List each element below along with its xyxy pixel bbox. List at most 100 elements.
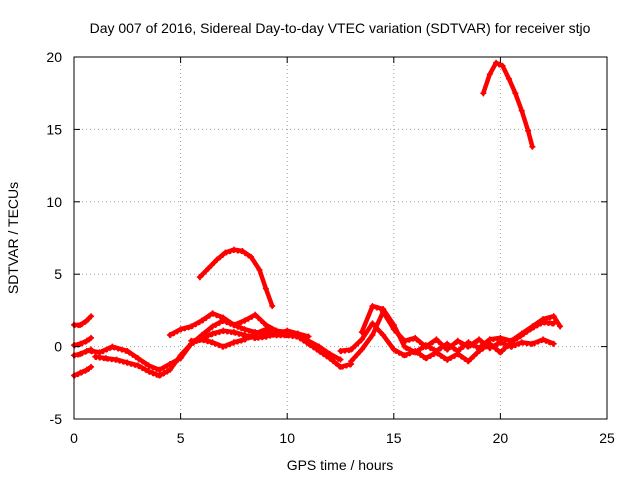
y-tick-label: 20 [46, 49, 62, 65]
series-line-jitter [73, 368, 92, 379]
data-point [124, 359, 131, 366]
x-axis-label: GPS time / hours [287, 457, 394, 473]
data-point [499, 62, 506, 69]
data-point [166, 366, 173, 373]
y-tick-label: -5 [50, 411, 63, 427]
data-point [369, 303, 376, 310]
data-point [77, 369, 84, 376]
data-point [401, 343, 408, 350]
data-point [422, 342, 429, 349]
data-point [433, 347, 440, 354]
data-point [220, 343, 227, 350]
data-point [369, 320, 376, 327]
axis-ticks [73, 56, 608, 420]
data-point [465, 339, 472, 346]
data-point [422, 355, 429, 362]
x-tick-label: 15 [386, 430, 402, 446]
series-line-jitter [190, 330, 288, 350]
data-point [497, 334, 504, 341]
data-point [529, 340, 536, 347]
data-point [305, 333, 312, 340]
y-tick-label: 5 [54, 266, 62, 282]
data-point [326, 355, 333, 362]
series-line-jitter [361, 307, 561, 356]
x-tick-label: 25 [599, 430, 615, 446]
data-point [505, 75, 512, 82]
data-point [518, 339, 525, 346]
data-point [222, 249, 229, 256]
data-point [518, 107, 525, 114]
data-point [401, 352, 408, 359]
data-point [230, 246, 237, 253]
series-line [189, 326, 290, 349]
data-point [273, 329, 280, 336]
data-point [525, 127, 532, 134]
data-point [412, 334, 419, 341]
series-arc-8 [188, 326, 291, 350]
data-point [269, 303, 276, 310]
data-point [241, 317, 248, 324]
series-line [71, 313, 94, 328]
x-tick-label: 5 [177, 430, 185, 446]
series-layer [71, 59, 564, 379]
data-point [213, 256, 220, 263]
data-point [188, 337, 195, 344]
data-point [444, 356, 451, 363]
data-point [508, 337, 515, 344]
data-point [230, 329, 237, 336]
data-point [83, 366, 90, 373]
data-point [124, 347, 131, 354]
series-arc-1 [71, 313, 95, 329]
data-point [550, 313, 557, 320]
series-line-jitter [73, 351, 92, 359]
data-point [348, 358, 355, 365]
data-point [550, 340, 557, 347]
series-line [359, 303, 563, 355]
data-point [88, 363, 95, 370]
data-point [508, 343, 515, 350]
data-point [412, 349, 419, 356]
data-point [145, 362, 152, 369]
data-point [156, 372, 163, 379]
series-line [197, 247, 275, 309]
data-point [209, 323, 216, 330]
data-point [166, 332, 173, 339]
data-point [454, 347, 461, 354]
data-point [390, 321, 397, 328]
data-point [209, 310, 216, 317]
data-point [358, 346, 365, 353]
data-point [198, 317, 205, 324]
data-point [358, 336, 365, 343]
series-arc-9 [196, 246, 276, 310]
data-point [369, 332, 376, 339]
data-point [294, 330, 301, 337]
data-point [145, 368, 152, 375]
data-point [198, 336, 205, 343]
series-line [71, 364, 94, 378]
data-point [486, 71, 493, 78]
data-point [337, 356, 344, 363]
x-tick-label: 0 [70, 430, 78, 446]
series-arc-4 [71, 363, 95, 379]
data-point [486, 345, 493, 352]
y-tick-label: 0 [54, 339, 62, 355]
data-point [252, 330, 259, 337]
data-point [247, 253, 254, 260]
data-point [256, 266, 263, 273]
data-point [196, 274, 203, 281]
data-point [109, 343, 116, 350]
y-axis-label: SDTVAR / TECUs [5, 182, 21, 294]
data-point [476, 345, 483, 352]
data-point [444, 346, 451, 353]
data-point [465, 358, 472, 365]
data-point [337, 347, 344, 354]
data-point [113, 356, 120, 363]
data-point [92, 353, 99, 360]
data-point [205, 265, 212, 272]
data-point [529, 143, 536, 150]
data-point [88, 347, 95, 354]
data-point [512, 90, 519, 97]
x-tick-label: 10 [279, 430, 295, 446]
data-point [262, 326, 269, 333]
